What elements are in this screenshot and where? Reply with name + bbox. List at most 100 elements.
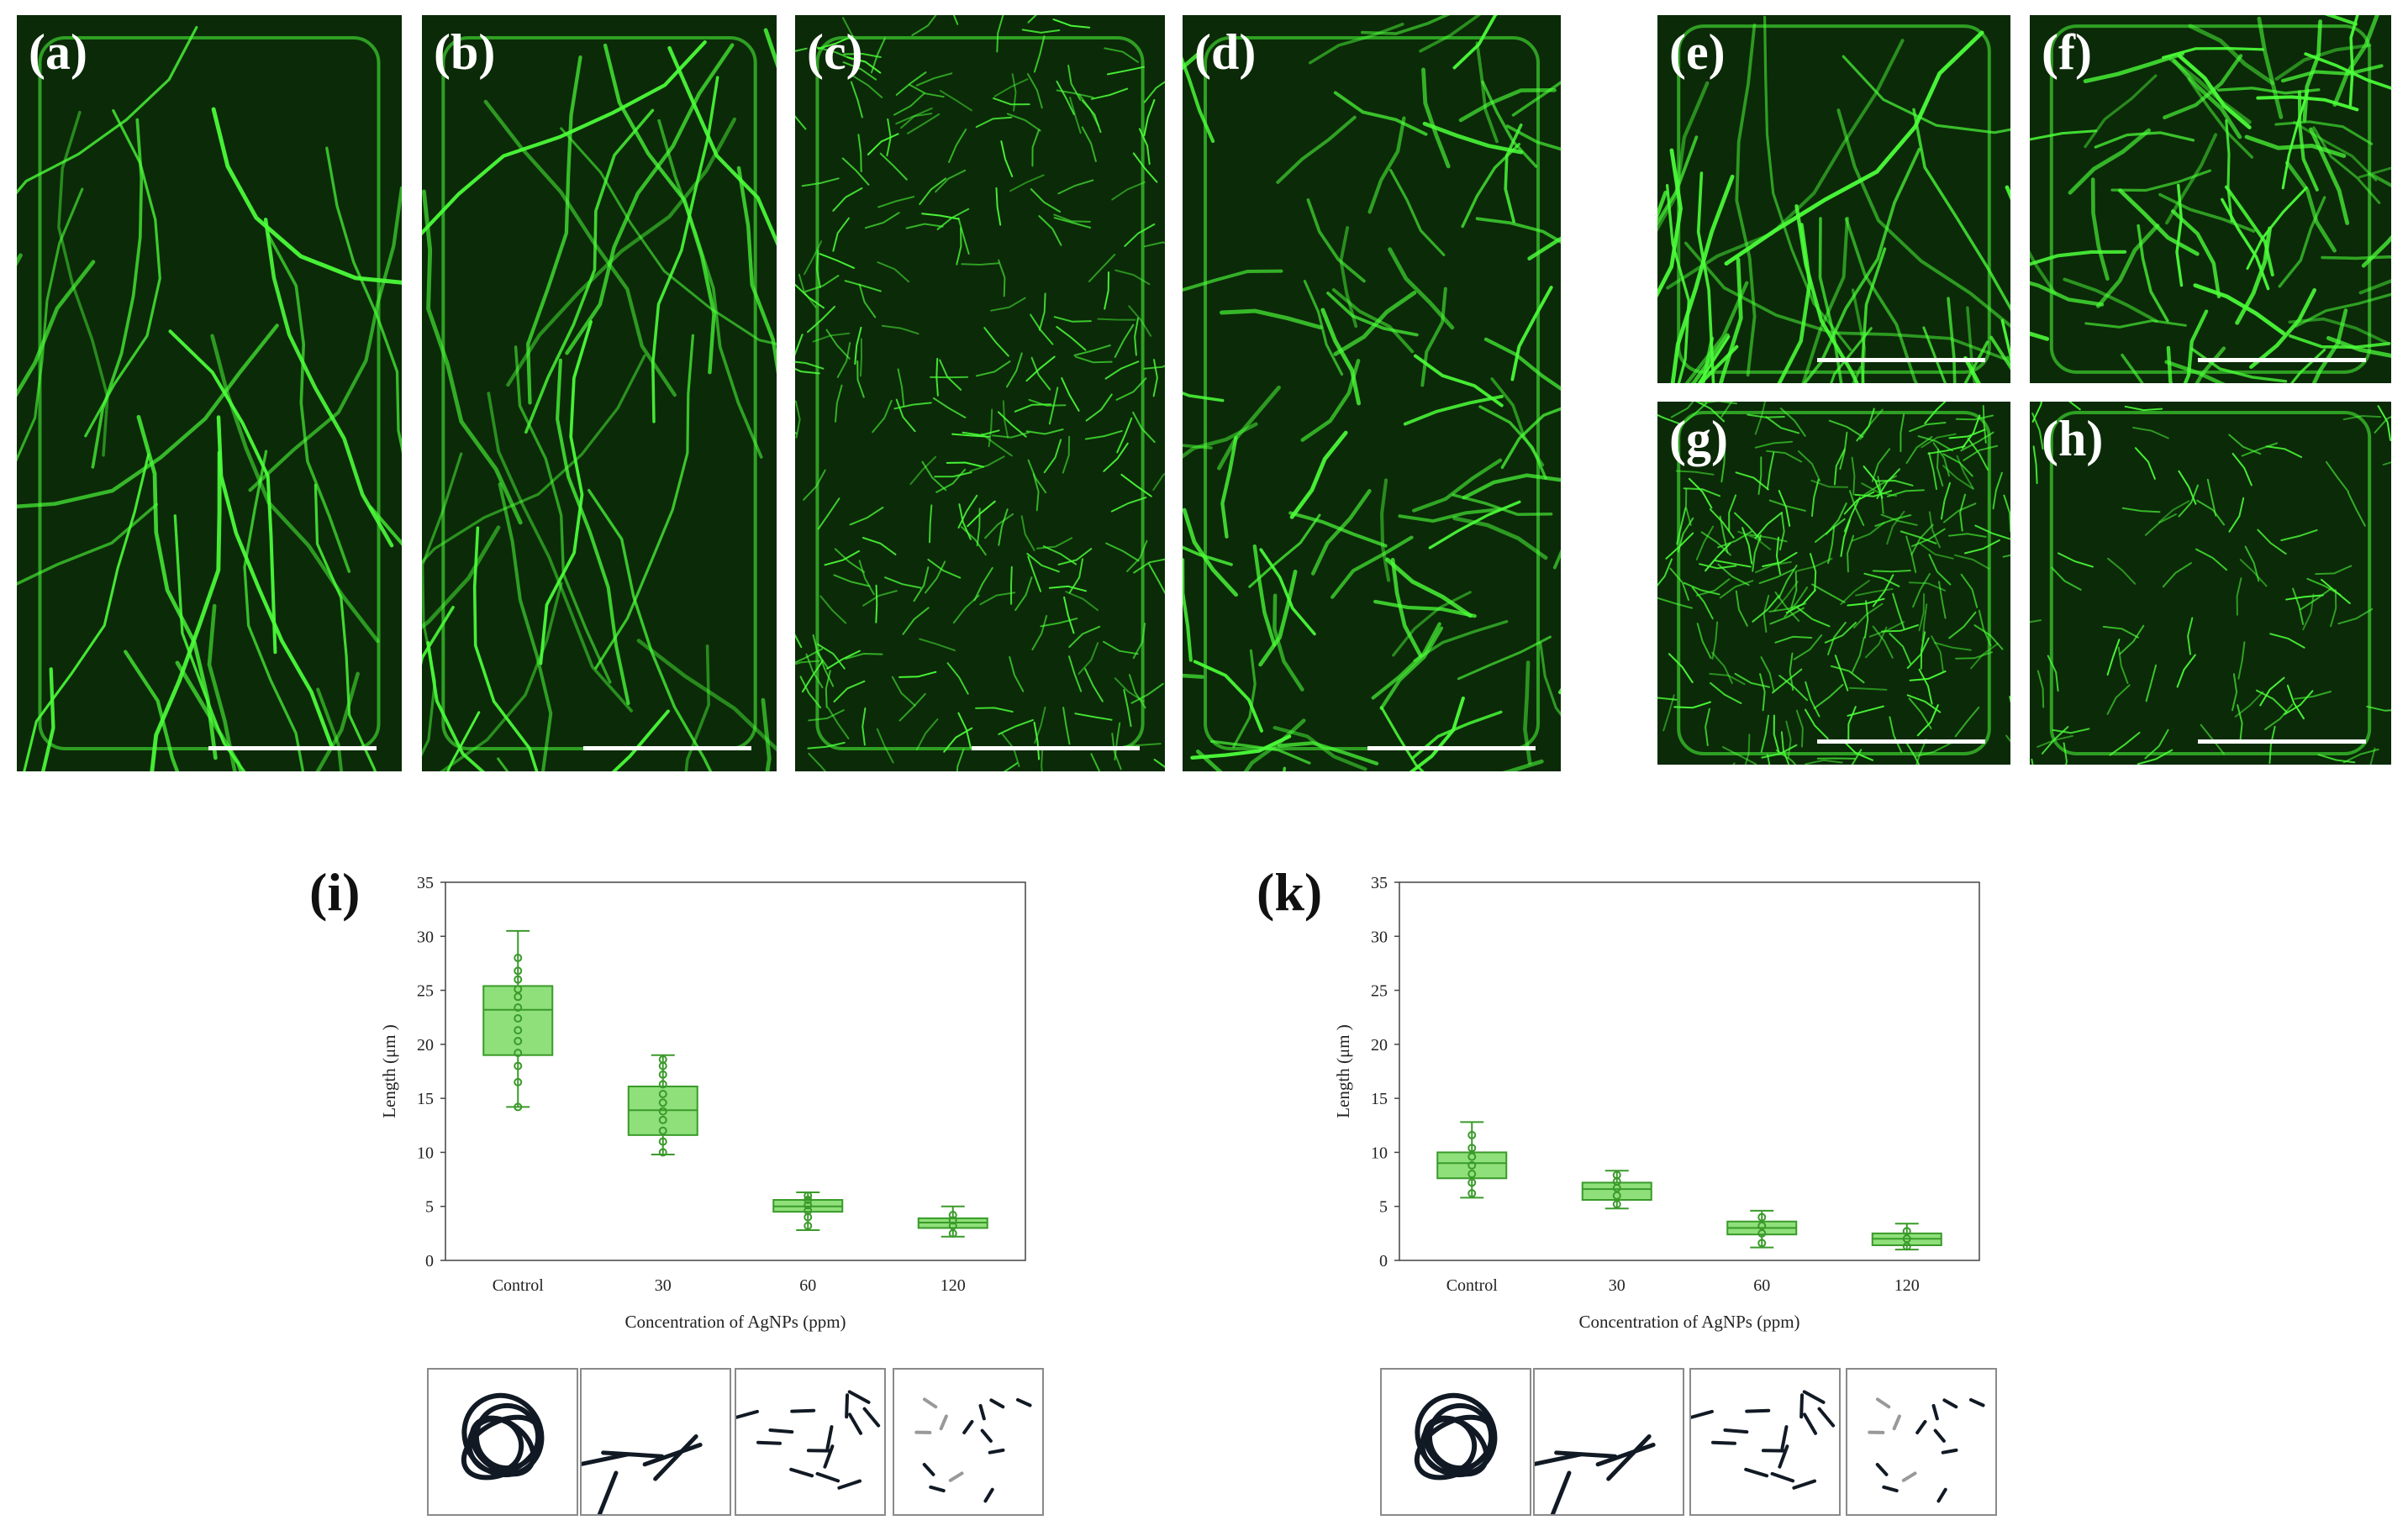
filament: [2003, 494, 2010, 533]
filament: [2326, 335, 2391, 358]
schematic-box-k-120: [1846, 1368, 1997, 1516]
filament: [834, 548, 865, 573]
filament: [316, 687, 344, 771]
filament: [1133, 558, 1165, 574]
x-tick-label: 60: [799, 1276, 816, 1295]
filament: [1457, 635, 1552, 681]
filament: [1009, 656, 1025, 692]
filament-fragment: [1535, 1452, 1583, 1466]
filament: [1031, 129, 1040, 167]
filament: [1027, 15, 1037, 24]
filament: [1778, 512, 1785, 551]
filament: [858, 283, 877, 318]
filament: [2286, 684, 2305, 720]
filament: [2117, 646, 2129, 684]
filament: [1956, 455, 1974, 490]
filament: [1797, 450, 1821, 481]
filament: [1778, 490, 1791, 527]
filament: [1183, 558, 1193, 662]
filament-fragment: [837, 1479, 862, 1490]
filament: [1942, 465, 1973, 490]
filament: [1948, 429, 1986, 439]
filament: [1330, 535, 1414, 599]
filament: [1974, 524, 2010, 540]
filament: [1722, 746, 1757, 765]
filament: [2257, 529, 2287, 555]
filament: [1955, 414, 1994, 421]
filament: [2058, 552, 2094, 568]
filament: [1947, 297, 1957, 383]
y-tick-label: 10: [1371, 1144, 1388, 1162]
filament: [1785, 720, 1792, 759]
filament: [1120, 473, 1152, 497]
filament: [842, 61, 877, 81]
y-axis-label: Length (μm ): [379, 1024, 399, 1118]
data-point: [1467, 1170, 1477, 1179]
panel-label: (b): [434, 24, 496, 80]
filament: [843, 52, 882, 58]
filament: [498, 482, 553, 771]
filament: [2342, 414, 2382, 421]
filament: [1152, 359, 1158, 397]
filament: [1303, 280, 1344, 376]
filament: [2382, 461, 2391, 466]
filament: [988, 408, 993, 448]
filament: [17, 26, 198, 195]
filament: [1009, 174, 1045, 192]
filament: [1918, 592, 1926, 632]
filament: [1964, 539, 2000, 555]
filament: [1115, 377, 1147, 401]
filament: [902, 607, 930, 635]
filament: [1277, 741, 1379, 765]
filament: [1906, 637, 1930, 669]
filament: [1802, 147, 1921, 383]
filament: [846, 56, 882, 74]
filament: [2144, 729, 2169, 760]
scale-bar: [583, 746, 751, 750]
filament: [1710, 681, 1742, 704]
filament: [832, 187, 863, 212]
filament: [2145, 664, 2158, 702]
filament: [1320, 308, 1362, 406]
filament: [2121, 353, 2144, 383]
filament: [1428, 500, 1521, 550]
filament: [2047, 655, 2059, 692]
filament: [842, 17, 860, 52]
filament: [812, 332, 851, 343]
filament-fragment: [642, 1443, 703, 1467]
filament: [993, 78, 1029, 97]
filament: [909, 455, 937, 486]
panel-label: (d): [1194, 24, 1257, 80]
filament-fragment: [939, 1414, 948, 1431]
filament-fragment: [929, 1485, 946, 1493]
panel-background: [1657, 402, 2010, 765]
filament: [1684, 487, 1692, 526]
filament: [1801, 216, 1849, 383]
filament: [1114, 677, 1145, 702]
panel-background: [422, 15, 777, 771]
filament: [1388, 247, 1455, 330]
filament: [1657, 135, 1699, 226]
filament: [819, 253, 855, 269]
filament: [1813, 683, 1844, 709]
filament: [1367, 116, 1406, 214]
filament: [266, 232, 351, 573]
panel-label: (a): [29, 24, 87, 80]
filament: [2257, 16, 2284, 119]
filament-fragment: [983, 1487, 994, 1503]
filament: [825, 670, 831, 708]
data-point: [804, 1221, 813, 1230]
filament: [1928, 452, 1937, 491]
filament: [808, 709, 845, 722]
filament: [891, 676, 916, 707]
filament: [1932, 442, 1950, 477]
filament: [961, 262, 1000, 266]
filament: [1719, 580, 1754, 599]
filament: [1919, 542, 1954, 560]
filament: [1763, 594, 1770, 633]
filament: [263, 218, 394, 548]
filament: [1717, 530, 1752, 549]
filament: [1827, 621, 1847, 655]
filament: [1657, 558, 1673, 587]
filament: [2196, 499, 2226, 526]
